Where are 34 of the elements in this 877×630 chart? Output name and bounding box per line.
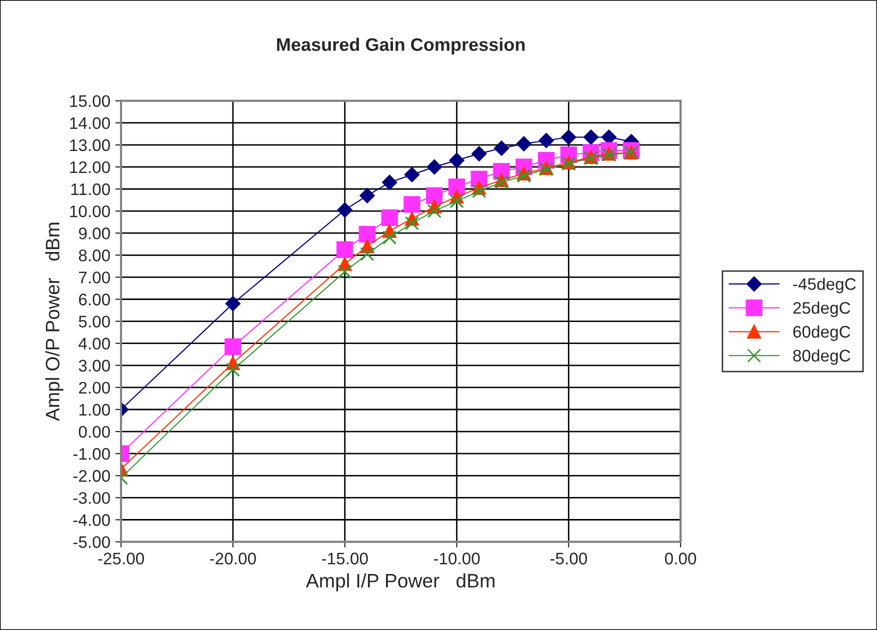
y-tick-label: 13.00: [70, 139, 110, 152]
y-tick-label: 2.00: [79, 382, 110, 394]
legend-label: 25degC: [793, 302, 850, 318]
x-tick-label: -25.00: [98, 552, 144, 564]
y-tick-label: 14.00: [70, 117, 110, 130]
y-tick-label: -2.00: [73, 470, 110, 482]
x-tick-label: 0.00: [664, 552, 696, 564]
y-tick-label: 7.00: [79, 272, 110, 284]
y-tick-label: 10.00: [70, 205, 110, 218]
y-tick-label: 15.00: [70, 95, 110, 108]
y-tick-label: -1.00: [73, 448, 110, 460]
y-tick-label: 11.00: [71, 183, 110, 196]
x-axis-title: Ampl I/P Power dBm: [306, 573, 494, 592]
y-tick-label: 12.00: [70, 161, 110, 174]
x-tick-label: -10.00: [434, 552, 480, 564]
y-tick-label: 0.00: [78, 426, 110, 438]
x-tick-label: -20.00: [210, 552, 256, 564]
y-tick-label: -4.00: [73, 514, 110, 526]
y-tick-label: 8.00: [78, 250, 110, 262]
y-tick-label: 9.00: [78, 228, 110, 240]
y-tick-label: -5.00: [73, 536, 110, 548]
y-tick-label: 4.00: [78, 338, 110, 350]
x-tick-label: -5.00: [550, 552, 587, 564]
legend-label: 80degC: [793, 349, 850, 365]
legend-label: -45degC: [793, 278, 856, 294]
legend-label: 60degC: [793, 325, 850, 342]
chart-title: Measured Gain Compression: [277, 38, 525, 55]
x-tick-label: -15.00: [322, 552, 368, 564]
y-tick-label: 6.00: [79, 294, 110, 306]
y-tick-label: 3.00: [78, 360, 110, 372]
y-tick-label: 1.00: [79, 404, 110, 416]
y-axis-title: Ampl O/P Power dBm: [45, 222, 64, 422]
y-tick-label: -3.00: [73, 492, 110, 504]
y-tick-label: 5.00: [78, 316, 110, 328]
